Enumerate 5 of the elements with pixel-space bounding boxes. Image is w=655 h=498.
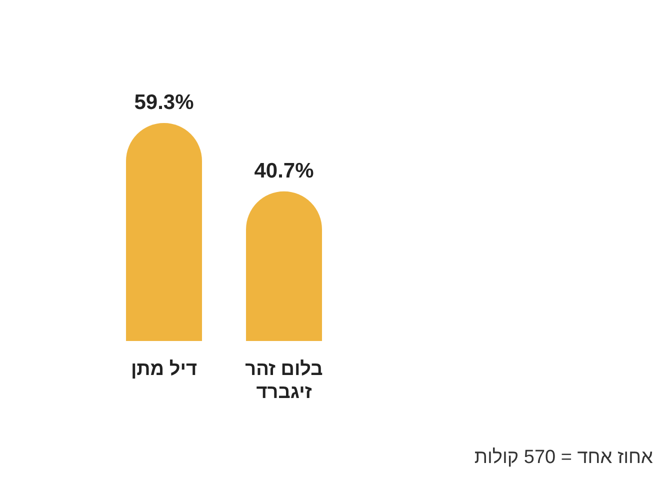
x-tick-label: בלום זהר זיגברד xyxy=(245,359,323,403)
data-label: 59.3% xyxy=(134,91,194,114)
text: אחוז אחד = 570 קולות xyxy=(474,447,653,469)
data-label: 40.7% xyxy=(254,159,314,182)
x-tick-label: דיל מתן xyxy=(130,359,198,380)
